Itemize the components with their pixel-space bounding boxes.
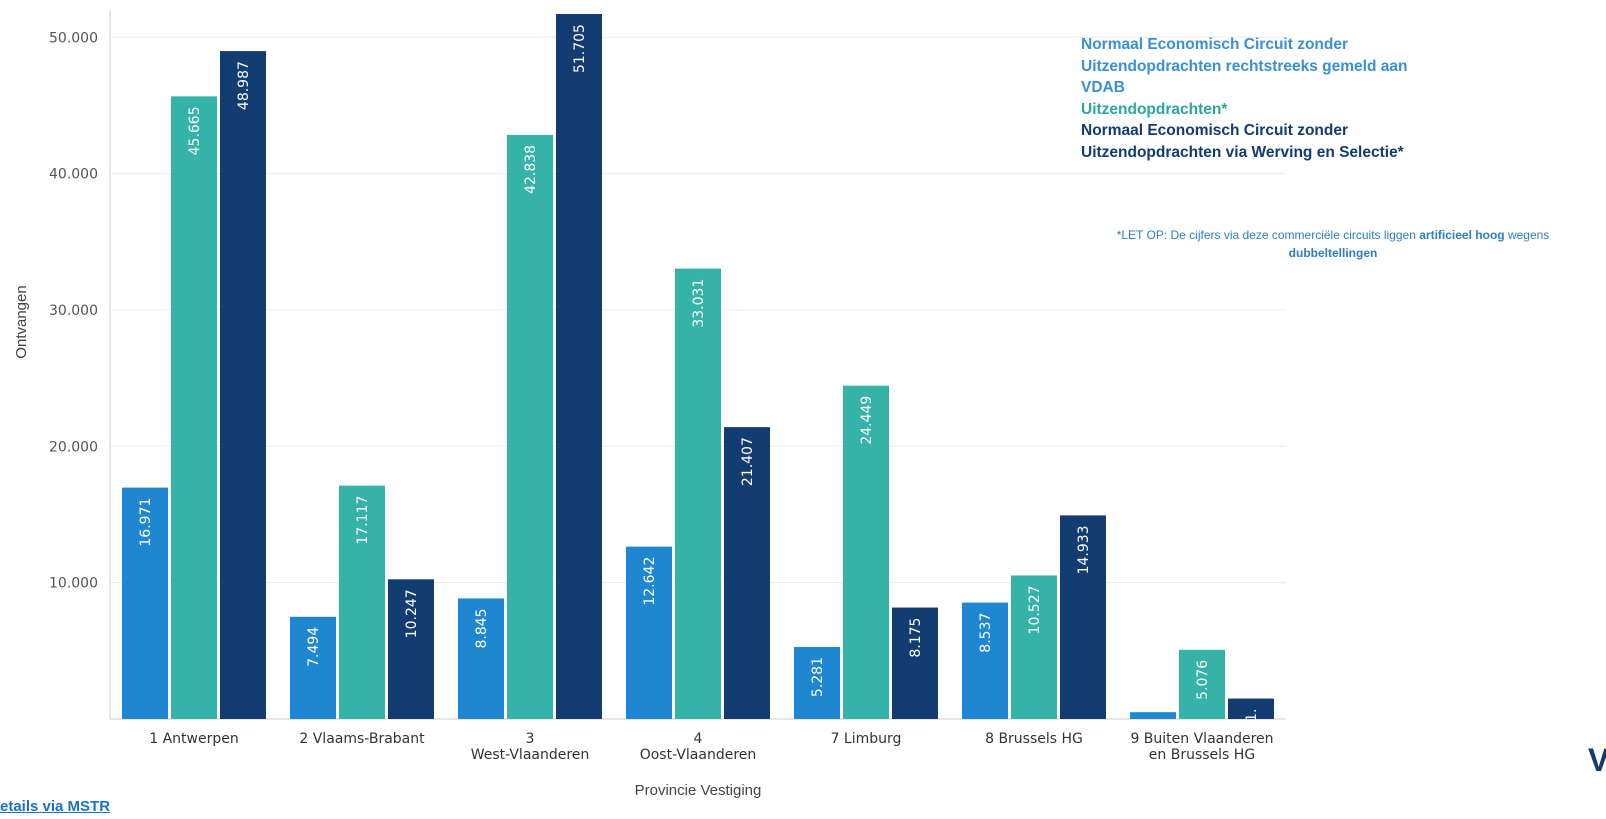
y-tick-label: 30.000 bbox=[49, 303, 98, 319]
x-tick-label: en Brussels HG bbox=[1149, 747, 1255, 763]
bar-value-label: 51.705 bbox=[572, 24, 588, 73]
bar-value-label: 33.031 bbox=[691, 279, 707, 328]
bar-value-label: 14.933 bbox=[1076, 525, 1092, 574]
x-tick-label: 2 Vlaams-Brabant bbox=[299, 731, 425, 747]
bar bbox=[290, 616, 336, 719]
x-tick-label: 8 Brussels HG bbox=[985, 731, 1083, 747]
y-tick-label: 10.000 bbox=[49, 576, 98, 592]
legend-item-text: Uitzendopdrachten* bbox=[1081, 100, 1228, 118]
bar-value-label: 1 bbox=[1146, 722, 1162, 731]
bar-value-label: 1. bbox=[1244, 709, 1260, 722]
footnote: *LET OP: De cijfers via deze commerciële… bbox=[1060, 226, 1606, 262]
bar-value-label: 5.076 bbox=[1195, 660, 1211, 700]
bar bbox=[122, 487, 168, 719]
legend-item-2[interactable]: Uitzendopdrachten* bbox=[1081, 99, 1531, 121]
x-tick-label: 1 Antwerpen bbox=[149, 731, 239, 747]
bar bbox=[962, 602, 1008, 719]
bar-value-label: 10.527 bbox=[1027, 585, 1043, 634]
bar-value-label: 7.494 bbox=[306, 627, 322, 667]
x-tick-label: Oost-Vlaanderen bbox=[640, 747, 757, 763]
bar bbox=[507, 134, 553, 719]
bar bbox=[794, 646, 840, 719]
bar-value-label: 24.449 bbox=[859, 396, 875, 445]
bar-value-label: 16.971 bbox=[138, 498, 154, 547]
bar-value-label: 5.281 bbox=[810, 657, 826, 697]
bar bbox=[1060, 515, 1106, 719]
x-tick-label: 3 bbox=[526, 731, 535, 747]
bar bbox=[220, 51, 266, 719]
x-axis-title: Provincie Vestiging bbox=[635, 782, 762, 799]
bar bbox=[339, 485, 385, 719]
y-tick-label: 20.000 bbox=[49, 439, 98, 455]
bar-value-label: 10.247 bbox=[404, 589, 420, 638]
bar-value-label: 12.642 bbox=[642, 557, 658, 606]
footnote-text-2: wegens bbox=[1504, 228, 1550, 242]
bar-value-label: 48.987 bbox=[236, 61, 252, 110]
y-tick-label: 50.000 bbox=[49, 30, 98, 46]
legend-item-text: Normaal Economisch Circuit zonder bbox=[1081, 36, 1348, 53]
bar bbox=[1130, 712, 1176, 719]
bar bbox=[675, 268, 721, 719]
bar bbox=[1228, 698, 1274, 719]
legend-item-1[interactable]: Normaal Economisch Circuit zonder Uitzend… bbox=[1081, 34, 1531, 99]
y-axis-title: Ontvangen bbox=[13, 285, 30, 358]
bar bbox=[724, 427, 770, 719]
bar bbox=[843, 385, 889, 719]
bar bbox=[171, 96, 217, 719]
footnote-bold-dubbeltellingen: dubbeltellingen bbox=[1288, 246, 1378, 260]
x-tick-label: 7 Limburg bbox=[831, 731, 902, 747]
bar bbox=[892, 607, 938, 719]
legend-item-text: Uitzendopdrachten via Werving en Selecti… bbox=[1081, 143, 1404, 161]
chart-legend: Normaal Economisch Circuit zonder Uitzend… bbox=[1081, 34, 1531, 163]
bar bbox=[1011, 575, 1057, 719]
x-tick-label: West-Vlaanderen bbox=[471, 747, 590, 763]
bar-value-label: 8.537 bbox=[978, 613, 994, 653]
bar-value-label: 17.117 bbox=[355, 496, 371, 545]
bar-value-label: 45.665 bbox=[187, 106, 203, 155]
footnote-bold-artificieel: artificieel hoog bbox=[1419, 228, 1505, 242]
legend-item-text: Uitzendopdrachten rechtstreeks gemeld aa… bbox=[1081, 57, 1408, 75]
bar bbox=[556, 14, 602, 719]
y-tick-label: 40.000 bbox=[49, 167, 98, 183]
x-tick-label: 4 bbox=[694, 731, 703, 747]
footnote-text: *LET OP: De cijfers via deze commerciële… bbox=[1116, 228, 1420, 242]
bar bbox=[458, 598, 504, 719]
bar bbox=[1179, 649, 1225, 719]
bar-value-label: 8.845 bbox=[474, 608, 490, 648]
bar-value-label: 21.407 bbox=[740, 437, 756, 486]
legend-item-text: Normaal Economisch Circuit zonder bbox=[1081, 122, 1348, 139]
mstr-details-link[interactable]: etails via MSTR bbox=[0, 798, 111, 815]
bar-value-label: 8.175 bbox=[908, 618, 924, 658]
bar bbox=[626, 546, 672, 719]
legend-item-text: VDAB bbox=[1081, 79, 1125, 96]
logo-mark: V bbox=[1588, 742, 1606, 778]
x-tick-label: 9 Buiten Vlaanderen bbox=[1130, 731, 1273, 747]
bar-value-label: 42.838 bbox=[523, 145, 539, 194]
bar bbox=[388, 579, 434, 719]
legend-item-3[interactable]: Normaal Economisch Circuit zonder Uitzend… bbox=[1081, 120, 1531, 163]
